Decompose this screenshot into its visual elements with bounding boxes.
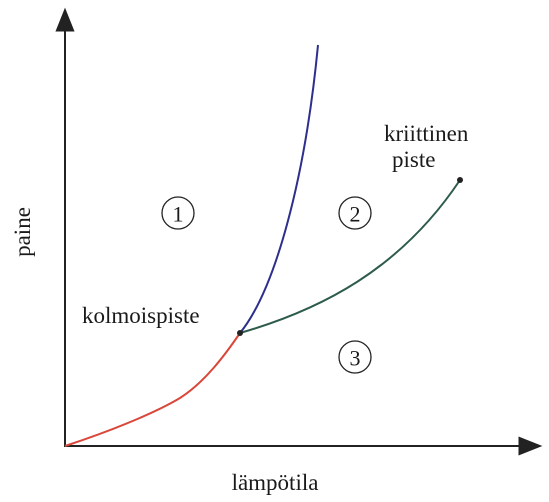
region-label: 2	[350, 202, 361, 227]
x-axis-label: lämpötila	[232, 470, 319, 495]
melting-curve	[239, 44, 319, 334]
critical-point	[457, 177, 463, 183]
sublimation-curve	[64, 332, 241, 447]
triple-point	[237, 330, 243, 336]
vaporization-curve	[239, 179, 461, 334]
critical-point-label: kriittinen	[384, 121, 469, 146]
region-label: 1	[173, 202, 184, 227]
region-circle	[338, 196, 372, 230]
region-circle	[338, 340, 372, 374]
critical-point-label: piste	[392, 147, 435, 172]
triple-point-label: kolmoispiste	[82, 303, 200, 328]
region-circle	[161, 196, 195, 230]
region-label: 3	[350, 346, 361, 371]
y-axis-label: paine	[10, 207, 35, 257]
